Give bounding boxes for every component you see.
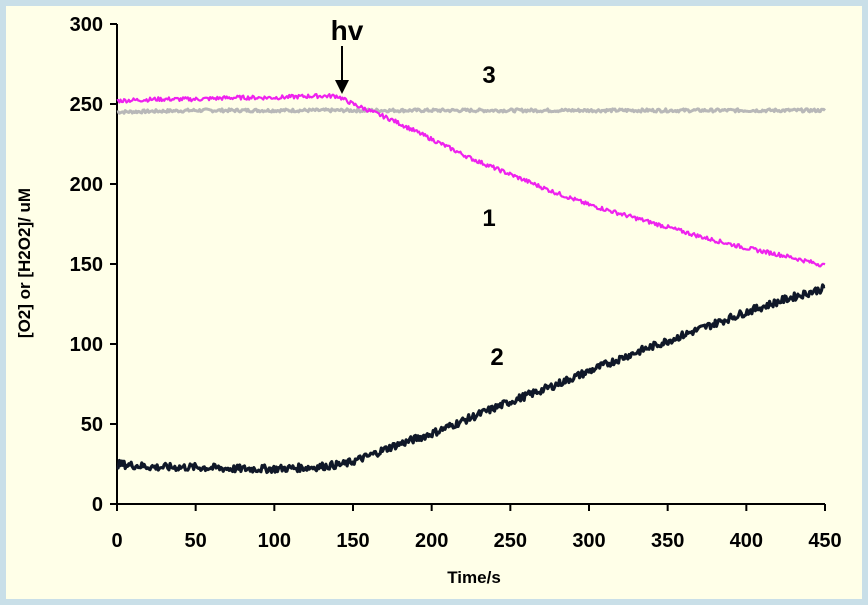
hv-annotation: hv [331, 15, 364, 46]
y-tick-label: 100 [70, 334, 103, 356]
tick-labels: 0 50 100 150 200 250 300 0 50 100 150 200 250 300 350 4… [70, 14, 842, 552]
x-tick-label: 150 [336, 530, 369, 552]
y-tick-label: 0 [92, 494, 103, 516]
series-2-line [116, 283, 826, 475]
y-tick-label: 150 [70, 254, 103, 276]
series-1-label: 1 [482, 205, 495, 232]
y-tick-label: 250 [70, 94, 103, 116]
x-axis-label: Time/s [447, 568, 501, 587]
x-tick-label: 300 [572, 530, 605, 552]
x-tick-label: 400 [730, 530, 763, 552]
axes [110, 23, 826, 511]
x-tick-label: 450 [808, 530, 841, 552]
y-tick-label: 200 [70, 174, 103, 196]
x-tick-label: 200 [415, 530, 448, 552]
series-1-line [116, 92, 826, 268]
annotation-group: 1 2 3 hv [331, 15, 504, 371]
series-3-line [116, 107, 827, 115]
x-tick-label: 0 [111, 530, 122, 552]
y-axis-label: [O2] or [H2O2]/ uM [15, 188, 34, 338]
y-tick-label: 300 [70, 14, 103, 36]
x-tick-label: 100 [258, 530, 291, 552]
x-tick-label: 50 [185, 530, 207, 552]
series-3-label: 3 [482, 62, 495, 89]
y-tick-label: 50 [81, 414, 103, 436]
hv-arrow-head [334, 80, 349, 94]
series-group [116, 92, 827, 475]
x-tick-label: 350 [651, 530, 684, 552]
x-tick-label: 250 [494, 530, 527, 552]
series-2-label: 2 [490, 344, 503, 371]
